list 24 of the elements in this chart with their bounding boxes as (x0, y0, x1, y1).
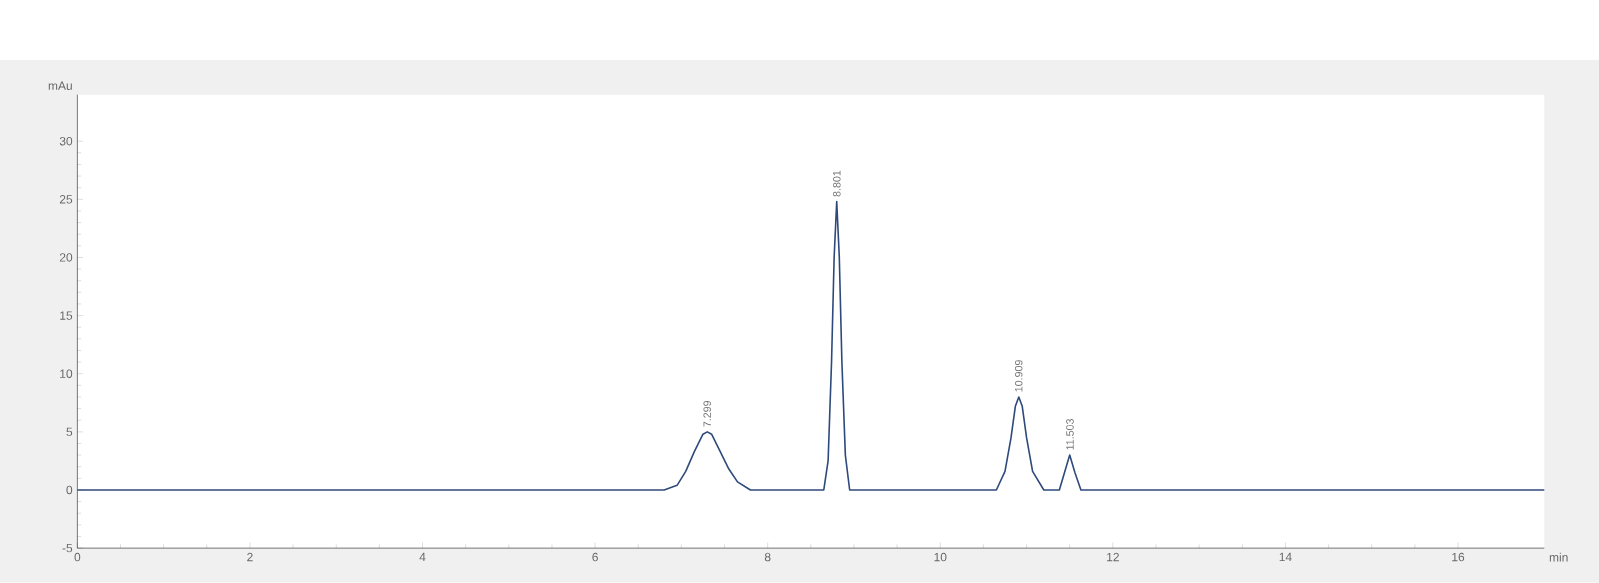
y-tick-label: 5 (66, 427, 73, 437)
y-tick-label: 0 (66, 485, 73, 495)
line-series (76, 200, 1546, 491)
annotation: 7.299 (703, 401, 711, 427)
y-tick-label: 25 (59, 195, 73, 204)
x-tick-label: 12 (1107, 552, 1119, 562)
x-tick-label: 10 (934, 552, 947, 562)
y-tick-label: 10 (60, 369, 73, 379)
annotation: 11.503 (1066, 419, 1074, 450)
y-tick-label: 20 (59, 253, 73, 262)
x-axis-title: min (1549, 552, 1568, 562)
y-tick-label: 30 (59, 137, 73, 146)
x-tick-label: 4 (419, 552, 426, 562)
x-tick-label: 0 (74, 552, 81, 562)
y-tick-label: 15 (60, 311, 73, 320)
y-axis-title: mAu (48, 81, 72, 91)
x-tick-label: 2 (247, 552, 253, 562)
annotation: 8.801 (833, 170, 841, 197)
x-tick-label: 16 (1452, 552, 1465, 562)
y-tick-label: -5 (62, 544, 73, 553)
x-tick-label: 14 (1279, 552, 1292, 562)
x-tick-label: 8 (764, 552, 771, 562)
x-tick-label: 6 (592, 552, 598, 562)
annotation: 10.909 (1014, 360, 1023, 392)
